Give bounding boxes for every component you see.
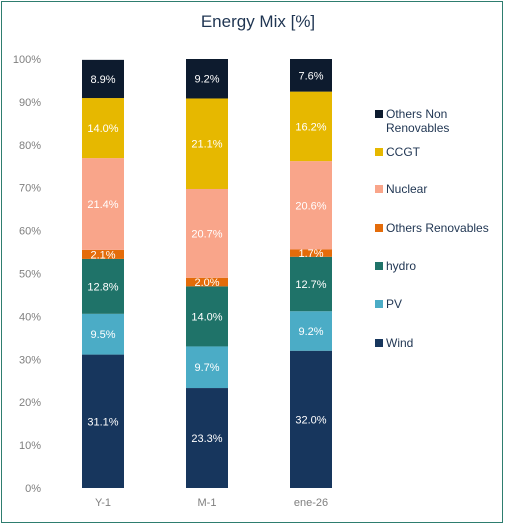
data-label: 1.7% xyxy=(298,248,323,260)
bar-segment xyxy=(290,256,332,312)
chart-title: Energy Mix [%] xyxy=(201,12,315,31)
data-label: 32.0% xyxy=(295,414,326,426)
data-label: 16.2% xyxy=(295,121,326,133)
bar-segment xyxy=(186,188,228,278)
legend-swatch xyxy=(375,262,383,270)
legend-swatch xyxy=(375,110,383,118)
bar-segment xyxy=(82,158,124,250)
data-label: 20.6% xyxy=(295,200,326,212)
y-axis: 0% 10% 20% 30% 40% 50% 60% 70% 80% 90% 100% xyxy=(13,54,41,495)
y-tick-label: 80% xyxy=(19,140,41,152)
bar-segment xyxy=(82,313,124,355)
y-tick-label: 100% xyxy=(13,54,41,66)
data-label: 9.2% xyxy=(194,74,219,86)
bar-segment xyxy=(186,388,228,488)
y-tick-label: 60% xyxy=(19,226,41,238)
data-label: 12.8% xyxy=(87,281,118,293)
legend-swatch xyxy=(375,300,383,308)
bar-segment xyxy=(290,161,332,250)
data-label: 23.3% xyxy=(191,433,222,445)
y-tick-label: 70% xyxy=(19,183,41,195)
data-label: 14.0% xyxy=(87,123,118,135)
legend-label: hydro xyxy=(386,259,416,273)
bar-segment xyxy=(290,311,332,351)
bar-segment xyxy=(186,346,228,389)
legend-label: Nuclear xyxy=(386,182,427,196)
bar-segment xyxy=(186,277,228,287)
legend-label: Renovables xyxy=(386,121,449,135)
legend-label: Wind xyxy=(386,336,413,350)
data-label: 31.1% xyxy=(87,416,118,428)
data-label: 20.7% xyxy=(191,228,222,240)
data-label: 2.1% xyxy=(90,249,115,261)
y-tick-label: 30% xyxy=(19,354,41,366)
bar-segment xyxy=(290,249,332,257)
bar-segment xyxy=(82,258,124,314)
y-tick-label: 10% xyxy=(19,440,41,452)
legend-label: PV xyxy=(386,297,402,311)
x-axis: Y-1 M-1 ene-26 xyxy=(95,497,328,509)
bar-segment xyxy=(186,98,228,189)
legend-label: Others Renovables xyxy=(386,221,489,235)
bar-segment xyxy=(82,354,124,488)
data-label: 8.9% xyxy=(90,74,115,86)
bar-segment xyxy=(290,350,332,488)
bar-segment xyxy=(82,59,124,99)
data-label: 12.7% xyxy=(295,279,326,291)
bar-segment xyxy=(186,286,228,347)
legend-swatch xyxy=(375,339,383,347)
data-label: 9.2% xyxy=(298,326,323,338)
bar-segment xyxy=(186,59,228,99)
x-tick-label: ene-26 xyxy=(294,497,328,509)
data-label: 2.0% xyxy=(194,277,219,289)
data-label: 9.5% xyxy=(90,329,115,341)
legend-swatch xyxy=(375,148,383,156)
bar-segment xyxy=(290,91,332,162)
legend-label: CCGT xyxy=(386,145,421,159)
y-tick-label: 20% xyxy=(19,397,41,409)
y-tick-label: 40% xyxy=(19,311,41,323)
bar-segment xyxy=(290,59,332,92)
bars-group: 31.1% 9.5% 12.8% 2.1% 21.4% 14.0% 8.9% 23.3% 9.7… xyxy=(82,59,332,488)
legend-swatch xyxy=(375,224,383,232)
y-tick-label: 0% xyxy=(25,483,41,495)
data-label: 21.1% xyxy=(191,139,222,151)
x-tick-label: M-1 xyxy=(198,497,217,509)
y-tick-label: 90% xyxy=(19,97,41,109)
bar-segment xyxy=(82,249,124,259)
data-label: 9.7% xyxy=(194,362,219,374)
legend-swatch xyxy=(375,185,383,193)
x-tick-label: Y-1 xyxy=(95,497,111,509)
legend-label: Others Non xyxy=(386,107,447,121)
y-tick-label: 50% xyxy=(19,269,41,281)
data-label: 7.6% xyxy=(298,70,323,82)
data-label: 14.0% xyxy=(191,311,222,323)
data-label: 21.4% xyxy=(87,199,118,211)
bar-segment xyxy=(82,98,124,159)
